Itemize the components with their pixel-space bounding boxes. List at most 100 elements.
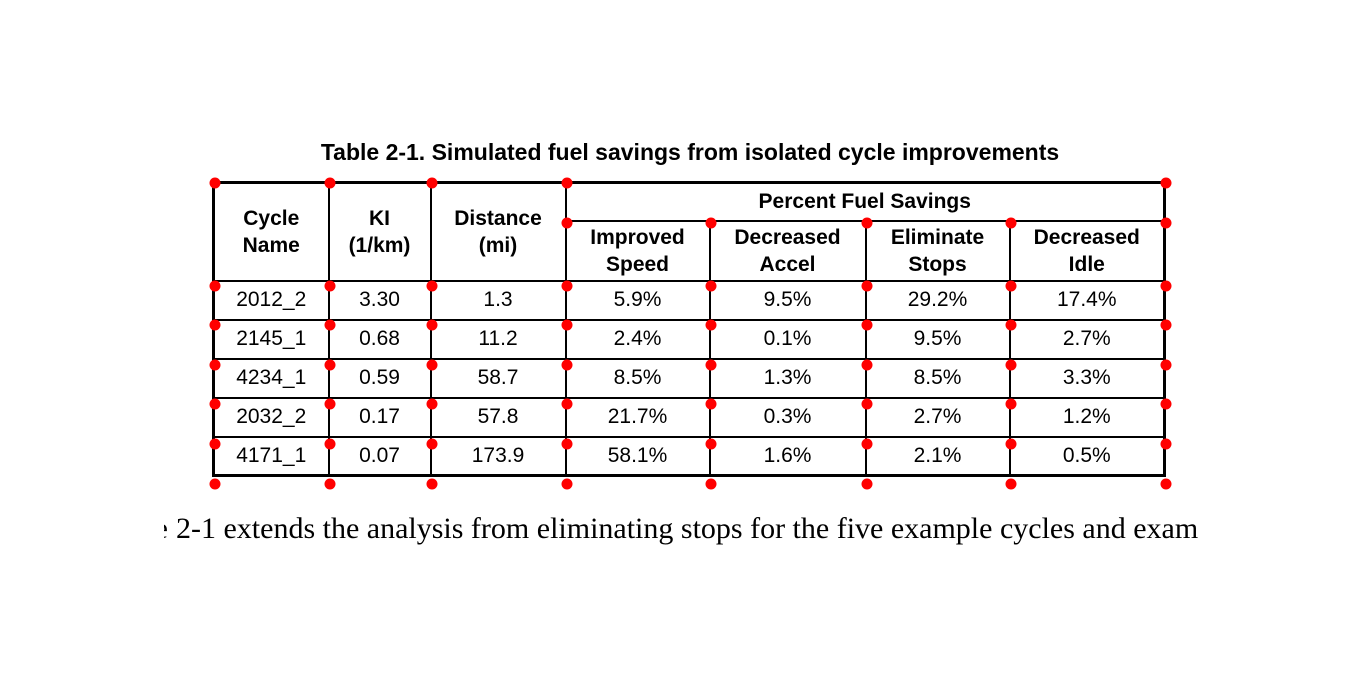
- table-cell: 21.7%: [564, 396, 711, 438]
- cell-corner-dot: [209, 478, 221, 490]
- table-cell: 9.5%: [864, 318, 1011, 360]
- table-cell: 2.7%: [1008, 318, 1166, 360]
- table-cell: 2.4%: [564, 318, 711, 360]
- table-cell: 2032_2: [212, 396, 330, 438]
- table-cell: 57.8: [429, 396, 567, 438]
- cell-corner-dot: [861, 478, 873, 490]
- cell-corner-dot: [861, 359, 873, 371]
- body-text: 2-1 extends the analysis from eliminatin…: [176, 512, 1199, 545]
- cell-corner-dot: [861, 398, 873, 410]
- table-caption: Table 2-1. Simulated fuel savings from i…: [320, 139, 1060, 165]
- table-cell: 173.9: [429, 435, 567, 477]
- cell-corner-dot: [1005, 478, 1017, 490]
- cell-corner-dot: [861, 319, 873, 331]
- table-row: 2145_1 0.68 11.2 2.4% 0.1% 9.5% 2.7%: [212, 318, 1166, 360]
- table-row: 4171_1 0.07 173.9 58.1% 1.6% 2.1% 0.5%: [212, 435, 1166, 477]
- cell-corner-dot: [1160, 438, 1172, 450]
- cell-corner-dot: [1160, 398, 1172, 410]
- cell-corner-dot: [1005, 438, 1017, 450]
- cell-corner-dot: [561, 438, 573, 450]
- cell-corner-dot: [861, 280, 873, 292]
- table-cell: 0.68: [327, 318, 432, 360]
- cell-corner-dot: [324, 478, 336, 490]
- table-cell: 29.2%: [864, 279, 1011, 321]
- table-header-row-top: Cycle Name KI (1/km) Distance (mi) Perce…: [212, 181, 1166, 282]
- col-header-improved-speed: Improved Speed: [564, 219, 711, 282]
- table-cell: 1.6%: [708, 435, 867, 477]
- table-row: 2012_2 3.30 1.3 5.9% 9.5% 29.2% 17.4%: [212, 279, 1166, 321]
- cell-corner-dot: [1160, 319, 1172, 331]
- cell-corner-dot: [426, 280, 438, 292]
- table-row: 2032_2 0.17 57.8 21.7% 0.3% 2.7% 1.2%: [212, 396, 1166, 438]
- table-cell: 4171_1: [212, 435, 330, 477]
- cell-corner-dot: [324, 438, 336, 450]
- cell-corner-dot: [324, 319, 336, 331]
- table-cell: 1.3: [429, 279, 567, 321]
- col-header-cycle-name: Cycle Name: [212, 181, 330, 282]
- table-cell: 11.2: [429, 318, 567, 360]
- cell-corner-dot: [209, 359, 221, 371]
- table-cell: 58.7: [429, 357, 567, 399]
- fuel-savings-table: Cycle Name KI (1/km) Distance (mi) Perce…: [212, 181, 1166, 477]
- col-header-eliminate-stops: Eliminate Stops: [864, 219, 1011, 282]
- table-cell: 1.2%: [1008, 396, 1166, 438]
- cell-corner-dot: [209, 438, 221, 450]
- table-cell: 2145_1: [212, 318, 330, 360]
- table-cell: 0.3%: [708, 396, 867, 438]
- table-row: 4234_1 0.59 58.7 8.5% 1.3% 8.5% 3.3%: [212, 357, 1166, 399]
- cell-corner-dot: [1160, 280, 1172, 292]
- table-cell: 2012_2: [212, 279, 330, 321]
- cell-corner-dot: [1160, 217, 1172, 229]
- cell-corner-dot: [861, 438, 873, 450]
- table-cell: 3.3%: [1008, 357, 1166, 399]
- cell-corner-dot: [561, 177, 573, 189]
- table-cell: 0.17: [327, 396, 432, 438]
- table-cell: 2.7%: [864, 396, 1011, 438]
- cell-corner-dot: [324, 398, 336, 410]
- cell-corner-dot: [705, 359, 717, 371]
- cell-corner-dot: [561, 478, 573, 490]
- cell-corner-dot: [426, 359, 438, 371]
- cell-corner-dot: [209, 177, 221, 189]
- table-cell: 0.5%: [1008, 435, 1166, 477]
- table-cell: 8.5%: [864, 357, 1011, 399]
- cell-corner-dot: [1005, 359, 1017, 371]
- table-cell: 2.1%: [864, 435, 1011, 477]
- col-header-decreased-idle: Decreased Idle: [1008, 219, 1166, 282]
- table-cell: 0.07: [327, 435, 432, 477]
- col-header-distance: Distance (mi): [429, 181, 567, 282]
- cell-corner-dot: [1160, 177, 1172, 189]
- cell-corner-dot: [209, 319, 221, 331]
- cell-corner-dot: [426, 177, 438, 189]
- table-header: Cycle Name KI (1/km) Distance (mi) Perce…: [212, 181, 1166, 282]
- table-cell: 17.4%: [1008, 279, 1166, 321]
- cell-corner-dot: [1005, 280, 1017, 292]
- cell-corner-dot: [705, 438, 717, 450]
- cell-corner-dot: [705, 280, 717, 292]
- cell-corner-dot: [324, 359, 336, 371]
- cell-corner-dot: [1005, 217, 1017, 229]
- table-cell: 5.9%: [564, 279, 711, 321]
- cell-corner-dot: [426, 478, 438, 490]
- cell-corner-dot: [561, 280, 573, 292]
- col-header-decreased-accel: Decreased Accel: [708, 219, 867, 282]
- cell-corner-dot: [561, 319, 573, 331]
- table-header-row-sub: Improved Speed Decreased Accel Eliminate…: [214, 219, 1166, 282]
- cell-corner-dot: [1160, 359, 1172, 371]
- table-cell: 1.3%: [708, 357, 867, 399]
- table-cell: 58.1%: [564, 435, 711, 477]
- cell-corner-dot: [1160, 478, 1172, 490]
- clipped-text-fragment: e: [164, 511, 168, 547]
- cell-corner-dot: [209, 280, 221, 292]
- cell-corner-dot: [324, 280, 336, 292]
- table-cell: 0.59: [327, 357, 432, 399]
- cell-corner-dot: [705, 319, 717, 331]
- cell-corner-dot: [426, 398, 438, 410]
- table-cell: 8.5%: [564, 357, 711, 399]
- cell-corner-dot: [324, 177, 336, 189]
- cell-corner-dot: [705, 217, 717, 229]
- table-cell: 3.30: [327, 279, 432, 321]
- cell-corner-dot: [1005, 319, 1017, 331]
- cell-corner-dot: [426, 438, 438, 450]
